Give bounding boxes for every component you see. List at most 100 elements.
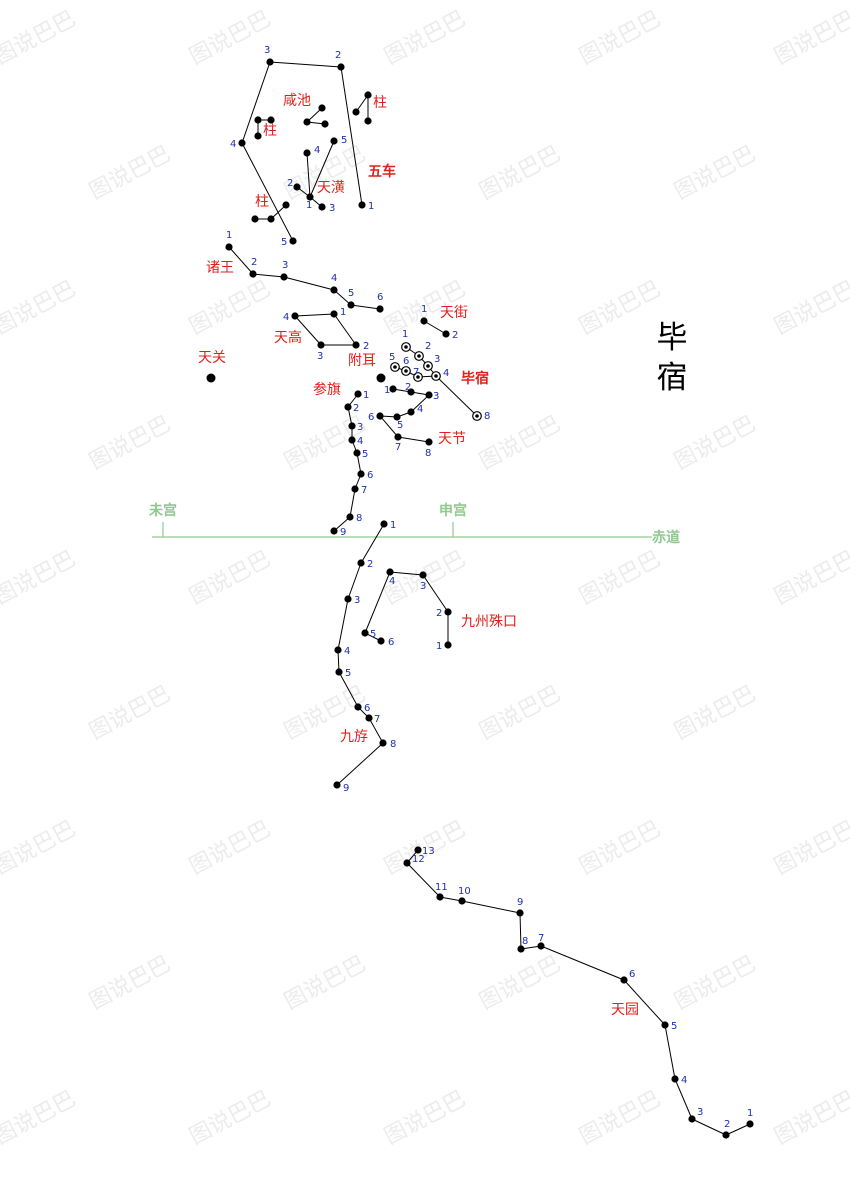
constellation-label: 五车 xyxy=(368,163,396,180)
star-link xyxy=(439,896,463,902)
star-link xyxy=(283,276,335,291)
star-marker xyxy=(267,215,275,223)
star-link xyxy=(294,315,322,346)
star-number: 6 xyxy=(368,412,374,423)
star-marker xyxy=(303,149,311,157)
star-link xyxy=(309,140,335,198)
constellation-天节: 1 2 34 5 6 7 8 天节 xyxy=(368,382,466,459)
star-number: 5 xyxy=(397,420,403,431)
star-marker xyxy=(420,317,428,325)
star-marker xyxy=(357,559,365,567)
star-marker xyxy=(444,608,452,616)
star-marker xyxy=(334,646,342,654)
star-number: 1 xyxy=(340,307,346,318)
star-number: 7 xyxy=(395,442,401,453)
star-link xyxy=(337,598,349,651)
star-marker xyxy=(267,116,275,124)
star-number: 4 xyxy=(389,576,395,587)
star-marker xyxy=(393,413,401,421)
star-number: 2 xyxy=(251,257,257,268)
star-marker xyxy=(318,104,326,112)
constellation-label: 天关 xyxy=(198,350,226,366)
star-number: 8 xyxy=(522,936,528,947)
star-link xyxy=(333,289,352,306)
star-link xyxy=(674,1078,693,1120)
star-marker xyxy=(537,942,545,950)
star-core xyxy=(393,365,397,369)
star-link xyxy=(228,246,254,275)
star-marker xyxy=(386,568,394,576)
star-number: 8 xyxy=(425,448,431,459)
star-number: 4 xyxy=(681,1075,687,1086)
star-marker xyxy=(364,91,372,99)
star-number: 8 xyxy=(484,411,490,422)
star-marker xyxy=(293,183,301,191)
star-number: 6 xyxy=(629,969,635,980)
star-link xyxy=(379,415,399,438)
star-marker xyxy=(266,58,274,66)
star-marker xyxy=(358,201,366,209)
star-marker xyxy=(330,137,338,145)
constellation-咸池: 咸池 xyxy=(283,93,329,128)
star-core xyxy=(404,369,408,373)
star-link xyxy=(364,571,391,634)
star-number: 7 xyxy=(413,367,419,378)
ecliptic-label: 赤道 xyxy=(652,529,680,546)
star-marker xyxy=(330,286,338,294)
star-marker xyxy=(353,449,361,457)
star-marker xyxy=(330,310,338,318)
star-marker xyxy=(321,120,329,128)
star-number: 13 xyxy=(422,846,435,857)
star-marker xyxy=(318,203,326,211)
star-link xyxy=(241,142,294,242)
star-link xyxy=(540,945,625,981)
star-number: 5 xyxy=(348,288,354,299)
star-core xyxy=(475,414,479,418)
star-marker xyxy=(344,595,352,603)
star-number: 1 xyxy=(306,200,312,211)
star-number: 4 xyxy=(314,145,320,156)
star-marker xyxy=(317,341,325,349)
star-number: 7 xyxy=(538,933,544,944)
star-number: 3 xyxy=(357,422,363,433)
star-number: 4 xyxy=(344,646,350,657)
star-marker xyxy=(620,976,628,984)
star-link xyxy=(368,717,384,744)
page-title: 毕宿 xyxy=(656,320,688,396)
star-number: 1 xyxy=(363,390,369,401)
star-number: 4 xyxy=(357,436,363,447)
star-marker xyxy=(376,305,384,313)
star-number: 5 xyxy=(370,629,376,640)
star-number: 6 xyxy=(388,637,394,648)
star-number: 5 xyxy=(345,668,351,679)
star-core xyxy=(426,364,430,368)
constellation-label: 诸王 xyxy=(206,260,234,276)
star-number: 7 xyxy=(361,485,367,496)
star-number: 4 xyxy=(230,139,236,150)
star-marker xyxy=(346,513,354,521)
constellation-天关: 天关 xyxy=(198,350,226,383)
constellation-label: 毕宿 xyxy=(461,370,489,387)
star-marker xyxy=(516,909,524,917)
star-marker xyxy=(337,63,345,71)
star-marker xyxy=(354,390,362,398)
star-marker xyxy=(365,714,373,722)
star-number: 2 xyxy=(405,382,411,393)
star-link xyxy=(241,61,271,144)
star-number: 3 xyxy=(420,581,426,592)
star-marker xyxy=(379,739,387,747)
star-marker xyxy=(289,237,297,245)
star-link xyxy=(338,671,359,708)
star-core xyxy=(416,375,420,379)
star-number: 8 xyxy=(356,513,362,524)
star-marker xyxy=(347,301,355,309)
star-number: 2 xyxy=(724,1119,730,1130)
star-marker xyxy=(348,422,356,430)
star-link xyxy=(691,1118,727,1136)
star-number: 4 xyxy=(283,312,289,323)
star-link xyxy=(349,488,356,518)
star-link xyxy=(623,979,666,1026)
star-number: 1 xyxy=(402,329,408,340)
